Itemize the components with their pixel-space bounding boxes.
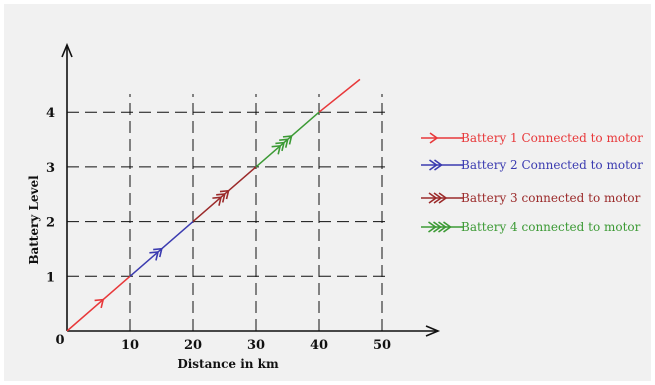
legend-arrow-4-chevron-2 — [433, 221, 442, 233]
tick-labels: 10 20 30 40 50 1 2 3 4 — [46, 106, 391, 353]
legend-item-1: Battery 1 Connected to motor — [421, 131, 643, 145]
legend-label-3: Battery 3 connected to motor — [461, 191, 641, 205]
series-arrow-3 — [212, 189, 230, 206]
legend-label-2: Battery 2 Connected to motor — [461, 158, 643, 172]
series-arrow-2-chevron-1 — [149, 251, 160, 261]
y-tick-label-1: 1 — [46, 270, 55, 285]
legend-arrow-1-chevron-1 — [429, 132, 439, 144]
series-arrow-3-chevron-1 — [212, 196, 223, 206]
legend-arrow-4-chevron-1 — [428, 221, 437, 233]
x-tick-label-40: 40 — [310, 338, 328, 353]
series-arrow-2-chevron-2 — [153, 247, 163, 258]
legend-label-4: Battery 4 connected to motor — [461, 220, 641, 234]
series-lines — [66, 78, 361, 332]
series-arrow-2 — [149, 247, 163, 261]
legend-arrow-4-chevron-4 — [443, 221, 452, 233]
y-tick-label-4: 4 — [46, 106, 55, 121]
axes — [61, 42, 441, 337]
series-arrow-4-chevron-4 — [282, 135, 293, 145]
origin-label: 0 — [55, 333, 64, 348]
legend-arrow-1 — [429, 132, 439, 144]
x-tick-label-50: 50 — [373, 338, 391, 353]
x-tick-label-20: 20 — [184, 338, 202, 353]
series-arrow-4 — [271, 135, 293, 155]
legend-label-1: Battery 1 Connected to motor — [461, 131, 643, 145]
x-axis-label: Distance in km — [177, 357, 279, 371]
y-axis-label: Battery Level — [27, 175, 41, 265]
series-line-1 — [66, 275, 131, 332]
legend: Battery 1 Connected to motor Battery 2 Co… — [421, 131, 643, 234]
chart-panel — [4, 4, 651, 381]
x-tick-label-30: 30 — [247, 338, 265, 353]
legend-arrow-3-chevron-3 — [438, 192, 448, 204]
legend-arrow-3 — [428, 192, 448, 204]
series-line-1-extension — [318, 78, 361, 113]
series-arrow-4-chevron-3 — [279, 138, 289, 148]
series-arrow-3-chevron-3 — [219, 189, 230, 200]
legend-item-2: Battery 2 Connected to motor — [421, 158, 643, 172]
series-arrow-1-chevron-1 — [94, 298, 105, 309]
series-arrow-4-chevron-2 — [275, 141, 286, 152]
legend-arrow-2-chevron-1 — [429, 159, 438, 171]
y-tick-label-3: 3 — [46, 161, 55, 176]
x-axis-arrow — [425, 325, 441, 337]
legend-item-4: Battery 4 connected to motor — [421, 220, 641, 234]
legend-arrow-2 — [429, 159, 443, 171]
series-arrow-1 — [94, 298, 105, 309]
legend-item-3: Battery 3 connected to motor — [421, 191, 641, 205]
y-axis-arrow — [61, 42, 73, 58]
series-arrow-4-chevron-1 — [271, 144, 282, 155]
x-tick-label-10: 10 — [121, 338, 139, 353]
series-arrow-3-chevron-2 — [216, 193, 226, 203]
legend-arrow-4-chevron-3 — [438, 221, 447, 233]
legend-arrow-3-chevron-2 — [433, 192, 443, 204]
grid-lines — [67, 94, 386, 331]
y-tick-label-2: 2 — [46, 216, 55, 231]
legend-arrow-4 — [428, 221, 452, 233]
legend-arrow-3-chevron-1 — [428, 192, 438, 204]
legend-arrow-2-chevron-2 — [434, 159, 443, 171]
